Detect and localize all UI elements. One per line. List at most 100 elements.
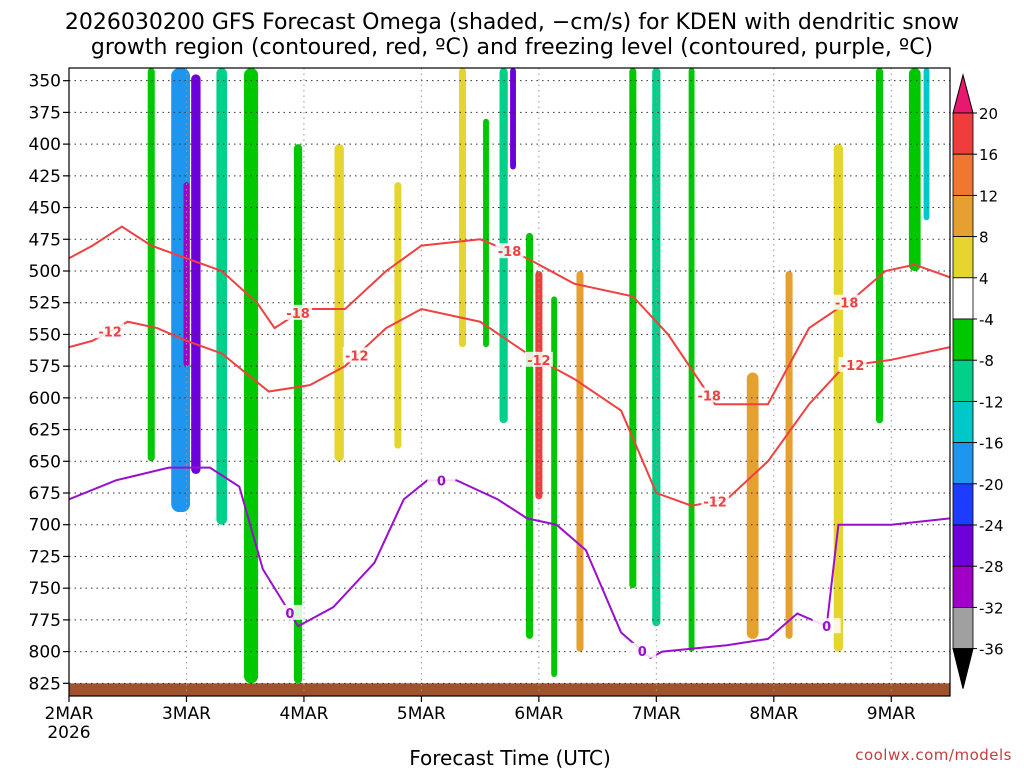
omega-cell-22 (833, 144, 844, 652)
pressure-axis: 350 375 400 425 450 475 500 525 550 575 600 625 650 6… (29, 72, 69, 694)
terrain-band (69, 683, 950, 696)
y-tick-label-10: 600 (29, 389, 61, 409)
y-tick-label-2: 400 (29, 135, 61, 155)
omega-cell-20 (746, 372, 759, 639)
colorbar-band-12 (952, 607, 974, 650)
contour-label-1-0: -12 (98, 325, 122, 340)
contour-label-bg-2-3 (812, 618, 841, 634)
y-tick-label-7: 525 (29, 294, 61, 314)
colorbar-band-2 (952, 194, 974, 237)
y-tick-label-11: 625 (29, 421, 61, 441)
colorbar-bottom-arrow (952, 648, 974, 689)
chart-title-line-2: growth region (contoured, red, ºC) and f… (91, 35, 933, 60)
colorbar-band-4 (952, 277, 974, 320)
colorbar-label-8: -16 (979, 435, 1004, 453)
y-tick-label-17: 775 (29, 611, 61, 631)
colorbar-label-7: -12 (979, 393, 1004, 411)
colorbar-label-6: -8 (979, 352, 994, 370)
contour-label-bg-1-2 (524, 351, 553, 367)
colorbar-label-10: -24 (979, 517, 1004, 535)
contour-label-2-3: 0 (822, 620, 831, 635)
contour-label-1-2: -12 (527, 354, 551, 369)
y-tick-label-0: 350 (29, 72, 61, 92)
omega-cell-15 (551, 296, 558, 677)
y-tick-label-13: 675 (29, 484, 61, 504)
chart-title-line-1: 2026030200 GFS Forecast Omega (shaded, −… (65, 10, 959, 35)
colorbar-band-8 (952, 442, 974, 485)
colorbar-band-10 (952, 524, 974, 567)
colorbar-label-3: 8 (979, 229, 989, 247)
colorbar-label-9: -20 (979, 476, 1004, 494)
omega-cell-2 (183, 182, 190, 367)
y-tick-label-15: 725 (29, 547, 61, 567)
x-tick-label-5: 7MAR (632, 704, 681, 724)
omega-cell-8 (394, 182, 402, 449)
contour-label-1-3: -12 (703, 495, 727, 510)
y-tick-label-19: 825 (29, 674, 61, 694)
plot-background (69, 68, 950, 696)
x-tick-label-2: 4MAR (279, 704, 328, 724)
plot-frame (68, 67, 951, 697)
contour-label-1-1: -12 (345, 349, 369, 364)
omega-cell-25 (923, 68, 930, 221)
contour-label-bg-1-3 (701, 493, 730, 509)
colorbar-band-1 (952, 153, 974, 196)
omega-cell-10 (483, 118, 489, 348)
omega-cell-5 (244, 68, 259, 684)
omega-cell-4 (147, 68, 155, 462)
contour-label-bg-2-2 (628, 642, 657, 658)
colorbar-label-1: 16 (979, 146, 998, 164)
x-tick-label-1: 3MAR (162, 704, 211, 724)
omega-cell-12 (510, 68, 516, 170)
colorbar-band-9 (952, 483, 974, 526)
omega-shading (147, 68, 930, 684)
contour-line-0 (69, 225, 950, 406)
x-tick-label-7: 9MAR (867, 704, 916, 724)
colorbar-band-5 (952, 318, 974, 361)
y-tick-label-6: 500 (29, 262, 61, 282)
contour-label-bg-1-0 (96, 323, 125, 339)
colorbar-label-5: -4 (979, 311, 994, 329)
contour-label-0-0: -18 (286, 307, 310, 322)
colorbar-label-11: -28 (979, 558, 1004, 576)
terrain-layer (69, 683, 950, 696)
contour-label-0-3: -18 (835, 297, 859, 312)
contour-label-bg-2-1 (427, 472, 456, 488)
contour-label-2-2: 0 (638, 645, 647, 660)
y-tick-label-12: 650 (29, 452, 61, 472)
y-tick-label-4: 450 (29, 199, 61, 219)
omega-cell-23 (875, 68, 884, 424)
omega-cell-1 (191, 74, 201, 474)
x-tick-label-6: 8MAR (749, 704, 798, 724)
omega-cell-6 (293, 144, 303, 684)
omega-cell-24 (908, 68, 921, 271)
contour-label-bg-1-1 (342, 347, 371, 363)
contour-label-bg-0-2 (695, 387, 724, 403)
x-tick-label-4: 6MAR (514, 704, 563, 724)
colorbar-label-12: -32 (979, 599, 1004, 617)
y-tick-label-14: 700 (29, 516, 61, 536)
y-tick-label-1: 375 (29, 103, 61, 123)
colorbar-band-7 (952, 400, 974, 443)
contour-label-2-0: 0 (285, 607, 294, 622)
contour-label-bg-2-0 (275, 604, 304, 620)
gridlines (69, 68, 950, 696)
contour-line-1 (69, 307, 950, 507)
source-credit: coolwx.com/models (855, 746, 1012, 764)
y-tick-label-3: 425 (29, 167, 61, 187)
x-tick-label-3: 5MAR (397, 704, 446, 724)
y-tick-label-5: 475 (29, 230, 61, 250)
colorbar-top-arrow (952, 73, 974, 114)
temperature-contours: -18 -18 -18 -18 -12 -12 -12 -12 -12 0 0 0 0 (69, 225, 950, 660)
y-tick-label-16: 750 (29, 579, 61, 599)
omega-cell-13 (525, 232, 533, 639)
omega-cell-9 (458, 68, 467, 348)
colorbar-label-13: -36 (979, 641, 1004, 659)
contour-label-1-4: -12 (841, 359, 865, 374)
y-tick-label-18: 800 (29, 643, 61, 663)
x-axis-title: Forecast Time (UTC) (409, 746, 611, 768)
contour-label-2-1: 0 (437, 474, 446, 489)
omega-cell-3 (216, 68, 227, 525)
colorbar-label-4: 4 (979, 270, 989, 288)
